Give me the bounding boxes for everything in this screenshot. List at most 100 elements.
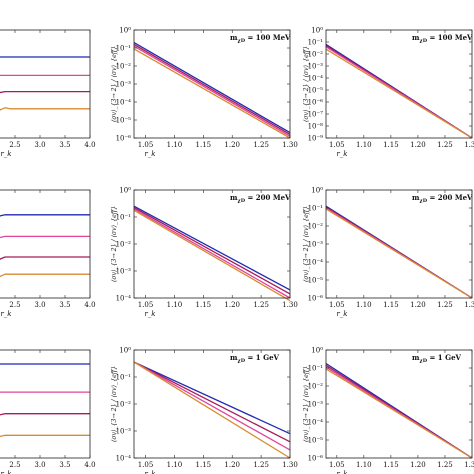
x-tick-label: 1.10 (356, 141, 372, 149)
y-axis-label: ⟨σv⟩_{3→ 2} / ⟨σv⟩_{eff} (111, 46, 118, 122)
mass-annotation: mχD = 200 MeV (412, 193, 473, 204)
x-tick-label: 1.30 (282, 301, 298, 309)
x-tick-label: 2.5 (9, 141, 20, 149)
annotation-rest: = 200 MeV (245, 193, 291, 202)
plot-frame (133, 189, 291, 299)
x-tick-label: 1.10 (167, 141, 183, 149)
x-tick-label: 1.25 (437, 461, 453, 469)
panel-middle-row2: 1.05 1.10 1.15 1.20 1.25 1.30 r_k 10⁰ 10⁻¹ 10⁻² 10… (111, 347, 298, 474)
series-line-2 (133, 208, 291, 299)
annotation-rest: = 100 MeV (427, 33, 473, 42)
x-tick-label: 1.30 (282, 141, 298, 149)
x-tick-label: 1.10 (356, 461, 372, 469)
series-line-3 (325, 48, 473, 139)
y-tick-label: 10⁻² (308, 383, 324, 391)
y-tick-label: 10⁻¹ (308, 39, 324, 47)
x-tick-label: 1.15 (196, 461, 212, 469)
x-tick-label: 3.5 (59, 301, 70, 309)
y-tick-label: 10⁻⁴ (308, 259, 324, 267)
x-tick-label: 1.30 (464, 141, 474, 149)
y-tick-label: 10⁻³ (116, 81, 132, 89)
series-line-3 (325, 368, 473, 459)
y-tick-label: 10⁻⁸ (308, 123, 324, 131)
mass-annotation: mχD = 1 GeV (230, 353, 280, 364)
x-tick-label: 1.20 (410, 301, 426, 309)
y-tick-label: 10⁻³ (116, 268, 132, 276)
series-line-2 (0, 235, 90, 239)
mass-annotation: mχD = 200 MeV (230, 193, 291, 204)
y-tick-label: 10⁻² (308, 51, 324, 59)
x-tick-label: 1.25 (253, 301, 269, 309)
y-tick-label: 10⁻⁴ (116, 295, 132, 303)
mass-annotation: mχD = 100 MeV (412, 33, 473, 44)
y-tick-label: 10⁻⁴ (308, 75, 324, 83)
x-tick-label: 1.10 (356, 301, 372, 309)
y-tick-label: 10⁰ (311, 347, 323, 355)
x-tick-label: 1.25 (437, 301, 453, 309)
panel-right-row1: 1.05 1.10 1.15 1.20 1.25 1.30 r_k 10⁰ 10⁻¹ 10⁻² 10… (303, 187, 474, 319)
x-tick-label: 1.15 (383, 141, 399, 149)
plot-frame (0, 349, 91, 459)
x-tick-label: 1.30 (464, 461, 474, 469)
y-axis-label: ⟨σv⟩_{3→ 2} / ⟨σv⟩_{eff} (111, 206, 118, 282)
annotation-main: m (230, 193, 238, 202)
annotation-rest: = 100 MeV (245, 33, 291, 42)
y-tick-label: 10⁰ (119, 27, 131, 35)
series-line-3 (133, 361, 291, 459)
y-tick-label: 10⁻³ (308, 401, 324, 409)
x-tick-label: 1.10 (167, 461, 183, 469)
y-axis-label: ⟨σv⟩_{3→ 2} / ⟨σv⟩_{eff} (303, 46, 310, 122)
annotation-sub: χD (419, 198, 427, 204)
y-tick-label: 10⁻⁶ (308, 295, 324, 303)
x-tick-label: 1.25 (437, 141, 453, 149)
y-tick-label: 10⁻¹ (308, 205, 324, 213)
series-line-0 (0, 107, 90, 112)
annotation-main: m (412, 33, 420, 42)
y-tick-label: 10⁻¹ (116, 214, 132, 222)
series-line-1 (133, 43, 291, 135)
plot-frame (0, 29, 91, 139)
x-tick-label: 1.20 (410, 141, 426, 149)
x-axis-label: r_k (144, 150, 155, 158)
x-tick-label: 1.05 (329, 461, 345, 469)
y-tick-label: 10⁻⁶ (308, 455, 324, 463)
y-tick-label: 10⁰ (119, 347, 131, 355)
x-tick-label: 2.5 (9, 461, 20, 469)
series-line-3 (0, 363, 90, 365)
annotation-rest: = 1 GeV (427, 353, 461, 362)
series-line-3 (0, 214, 90, 217)
annotation-rest: = 200 MeV (427, 193, 473, 202)
series-line-1 (0, 256, 90, 261)
series-line-1 (0, 90, 90, 94)
y-tick-label: 10⁻³ (116, 428, 132, 436)
series-line-2 (133, 45, 291, 137)
annotation-sub: χD (419, 38, 427, 44)
series-line-0 (133, 205, 291, 291)
y-tick-label: 10⁻³ (308, 63, 324, 71)
x-tick-label: 1.15 (196, 301, 212, 309)
annotation-sub: χD (237, 38, 245, 44)
x-axis-label: r_k (336, 310, 347, 318)
x-tick-label: 1.05 (138, 141, 154, 149)
annotation-main: m (412, 353, 420, 362)
panel-middle-row1: 1.05 1.10 1.15 1.20 1.25 1.30 r_k 10⁰ 10⁻¹ 10⁻² 10… (111, 187, 298, 319)
x-tick-label: 1.25 (253, 141, 269, 149)
y-tick-label: 10⁻⁵ (116, 117, 132, 125)
x-tick-label: 1.30 (464, 301, 474, 309)
x-tick-label: 1.15 (383, 301, 399, 309)
series-line-2 (0, 391, 90, 393)
y-tick-label: 10⁻⁵ (308, 437, 324, 445)
annotation-sub: χD (237, 358, 245, 364)
y-tick-label: 10⁻² (116, 241, 132, 249)
y-tick-label: 10⁻² (116, 401, 132, 409)
series-line-2 (0, 74, 90, 77)
y-tick-label: 10⁻⁵ (308, 277, 324, 285)
annotation-sub: χD (237, 198, 245, 204)
x-axis-label: r_k (144, 310, 155, 318)
x-tick-label: 1.20 (410, 461, 426, 469)
x-tick-label: 3.0 (34, 461, 45, 469)
series-line-1 (133, 361, 291, 443)
x-tick-label: 1.05 (138, 461, 154, 469)
y-tick-label: 10⁰ (311, 27, 323, 35)
